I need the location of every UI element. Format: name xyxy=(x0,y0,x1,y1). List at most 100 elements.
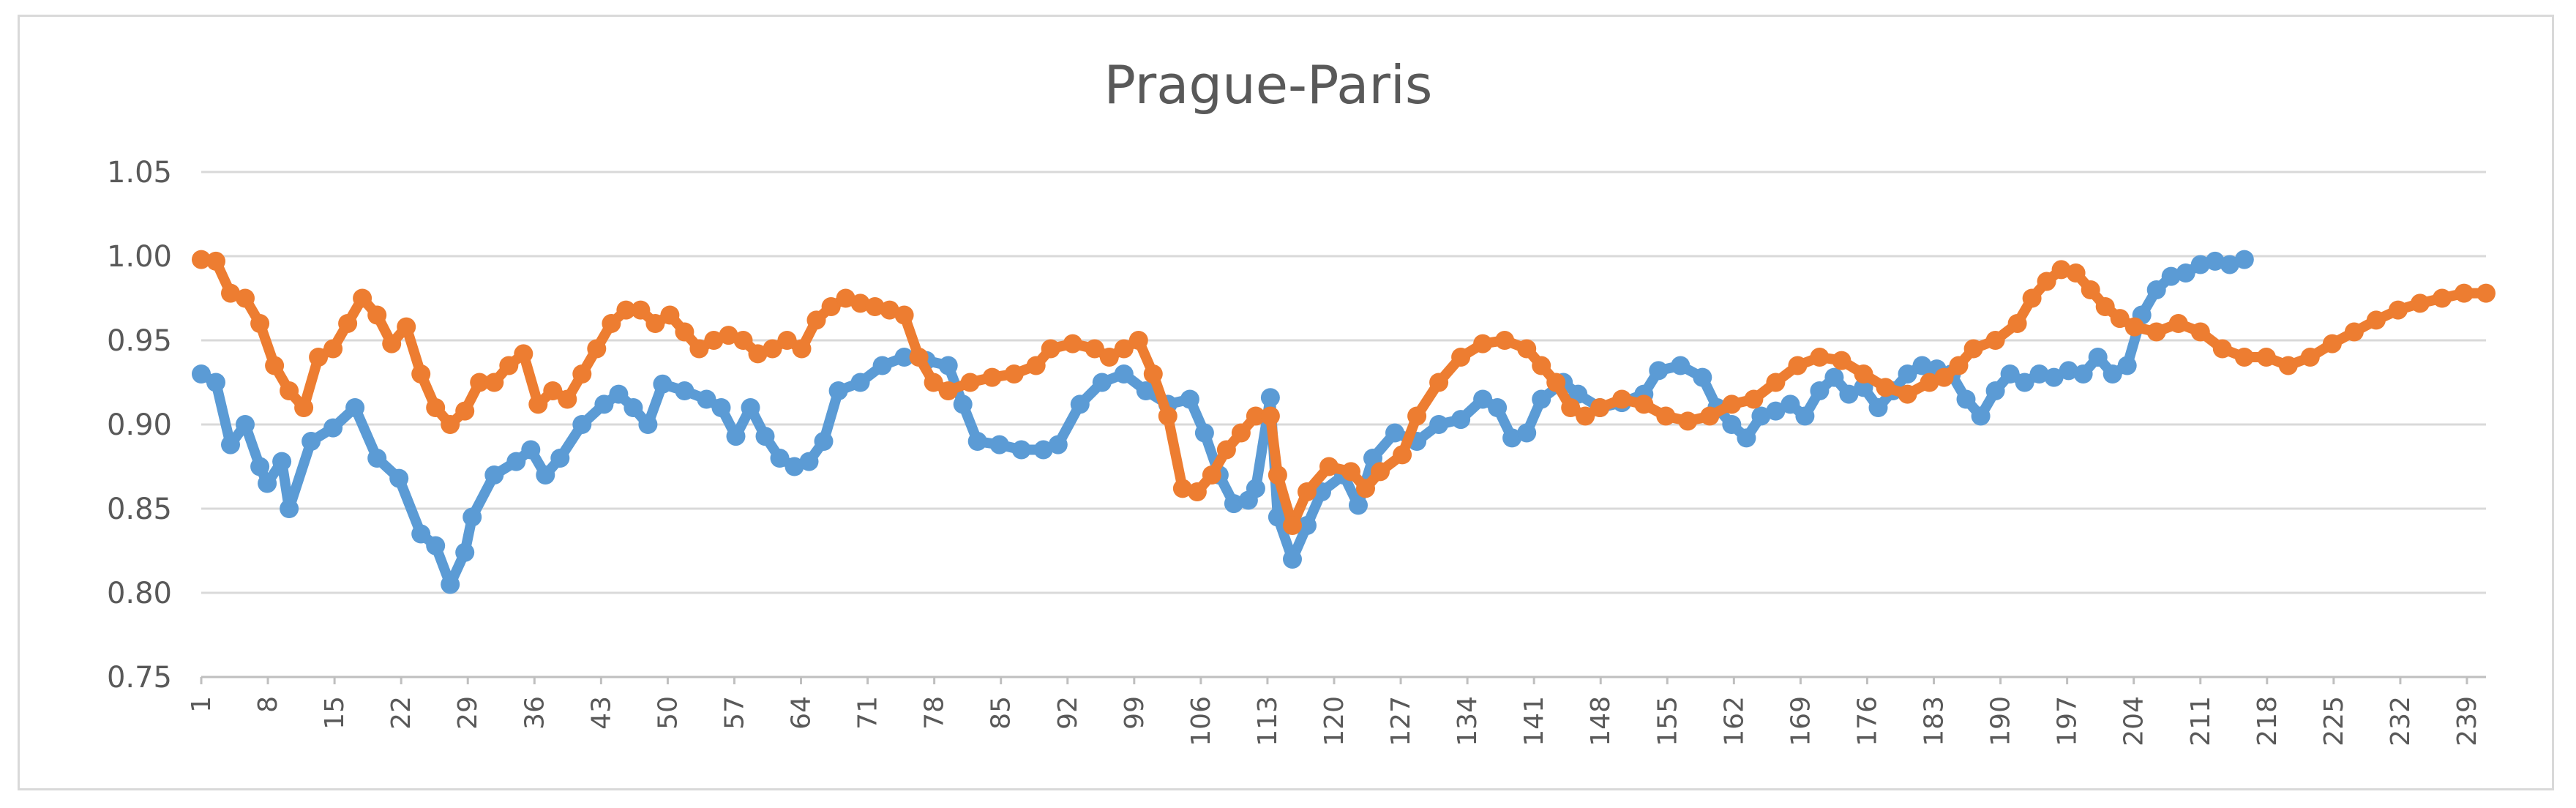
data-point xyxy=(616,300,636,320)
data-point xyxy=(1832,351,1852,370)
x-tick-label: 204 xyxy=(2119,696,2149,747)
data-point xyxy=(1224,494,1243,514)
data-point xyxy=(1246,406,1265,426)
data-point xyxy=(2059,361,2078,381)
data-point xyxy=(836,288,855,308)
data-point xyxy=(587,339,607,359)
data-point xyxy=(2000,364,2020,384)
data-point xyxy=(294,398,314,417)
data-point xyxy=(353,288,372,308)
data-point xyxy=(536,465,555,485)
data-point xyxy=(280,381,299,400)
x-tick-label: 134 xyxy=(1453,696,1483,747)
x-tick-label: 183 xyxy=(1920,696,1950,747)
data-point xyxy=(1671,356,1690,375)
data-point xyxy=(704,331,724,350)
x-tick-label: 141 xyxy=(1519,696,1549,747)
data-point xyxy=(2205,251,2225,271)
y-tick-label: 0.85 xyxy=(107,493,172,526)
data-point xyxy=(1590,398,1610,417)
data-point xyxy=(2388,300,2408,320)
data-point xyxy=(367,305,387,325)
data-point xyxy=(455,401,475,421)
data-point xyxy=(1158,406,1177,426)
data-point xyxy=(1048,435,1068,454)
data-point xyxy=(1854,364,1873,384)
data-point xyxy=(441,575,460,594)
data-point xyxy=(1751,406,1771,426)
data-point xyxy=(799,452,819,471)
data-point xyxy=(1011,440,1031,460)
x-tick-label: 218 xyxy=(2253,696,2283,747)
data-point xyxy=(2168,314,2188,333)
data-point xyxy=(1839,384,1859,404)
x-tick-label: 162 xyxy=(1719,696,1749,747)
data-point xyxy=(1451,348,1471,367)
data-point xyxy=(1700,406,1720,426)
data-point xyxy=(602,314,621,333)
data-point xyxy=(894,348,914,367)
data-point xyxy=(2300,348,2320,367)
data-point xyxy=(1649,361,1669,381)
x-tick-label: 197 xyxy=(2053,696,2083,747)
data-point xyxy=(1502,428,1522,448)
data-point xyxy=(2081,280,2100,299)
x-tick-label: 71 xyxy=(853,696,883,730)
x-tick-label: 8 xyxy=(253,696,283,713)
x-tick-label: 232 xyxy=(2386,696,2416,747)
x-tick-label: 64 xyxy=(787,696,817,730)
data-point xyxy=(1451,410,1471,430)
data-point xyxy=(1114,364,1134,384)
data-point xyxy=(2022,288,2042,308)
data-point xyxy=(1963,339,1983,359)
data-point xyxy=(236,415,255,434)
data-point xyxy=(221,435,240,454)
data-point xyxy=(397,317,416,337)
y-tick-label: 0.80 xyxy=(107,577,172,610)
data-point xyxy=(1722,415,1742,434)
data-point xyxy=(1026,356,1046,375)
data-point xyxy=(675,381,694,400)
data-point xyxy=(1788,356,1808,375)
data-point xyxy=(631,300,651,320)
data-point xyxy=(850,293,870,313)
data-point xyxy=(1407,406,1427,426)
data-point xyxy=(653,374,673,394)
data-point xyxy=(2476,283,2496,303)
data-point xyxy=(280,499,299,518)
data-point xyxy=(1246,479,1265,498)
x-axis-ticks: 1 8 15 22 29 36 43 50 57 64 71 78 85 92 99 106 113 120 127… xyxy=(187,677,2482,747)
data-point xyxy=(938,381,958,400)
x-tick-label: 127 xyxy=(1386,696,1416,747)
data-point xyxy=(1678,411,1698,431)
data-point xyxy=(2322,334,2342,354)
data-point xyxy=(777,331,797,350)
data-point xyxy=(2015,373,2034,392)
y-tick-label: 0.90 xyxy=(107,408,172,442)
y-tick-label: 0.75 xyxy=(107,661,172,695)
data-point xyxy=(1260,406,1280,426)
data-point xyxy=(1283,516,1302,535)
data-point xyxy=(1341,462,1360,482)
data-point xyxy=(2007,314,2027,333)
data-point xyxy=(726,427,746,446)
data-point xyxy=(814,432,834,451)
data-point xyxy=(733,331,753,350)
data-point xyxy=(1143,364,1163,384)
data-point xyxy=(1488,398,1508,417)
data-point xyxy=(572,415,592,434)
data-point xyxy=(272,452,292,471)
data-point xyxy=(2117,356,2137,375)
data-point xyxy=(2029,364,2049,384)
data-point xyxy=(302,432,321,451)
data-point xyxy=(323,339,343,359)
data-point xyxy=(463,507,482,527)
data-point xyxy=(470,373,490,392)
data-point xyxy=(1532,356,1551,375)
data-point xyxy=(1561,398,1581,417)
data-point xyxy=(2124,317,2144,337)
data-point xyxy=(689,339,709,359)
data-point xyxy=(1172,479,1192,498)
data-point xyxy=(221,283,240,303)
x-tick-label: 211 xyxy=(2186,696,2216,747)
